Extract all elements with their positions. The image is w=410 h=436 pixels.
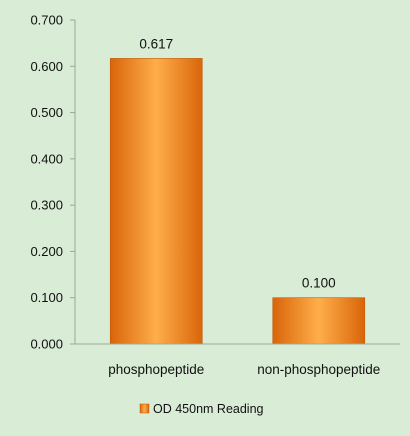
y-tick-label: 0.700 [30, 13, 63, 28]
y-tick-label: 0.000 [30, 337, 63, 352]
x-tick-label: phosphopeptide [108, 362, 204, 377]
y-tick-label: 0.600 [30, 59, 63, 74]
y-axis: 0.000 0.100 0.200 0.300 0.400 0.500 0.600 0.700 [30, 13, 76, 352]
data-label: 0.617 [139, 36, 173, 51]
legend-swatch [139, 403, 150, 414]
x-axis: phosphopeptide non-phosphopeptide [75, 343, 400, 377]
legend-label: OD 450nm Reading [153, 402, 264, 416]
bar-phosphopeptide [109, 58, 203, 345]
x-tick-label: non-phosphopeptide [257, 362, 380, 377]
y-tick-label: 0.500 [30, 105, 63, 120]
y-tick-label: 0.200 [30, 244, 63, 259]
bars: 0.617 0.100 [109, 36, 366, 345]
data-label: 0.100 [302, 276, 336, 291]
y-tick-label: 0.400 [30, 151, 63, 166]
y-tick-label: 0.300 [30, 198, 63, 213]
y-tick-label: 0.100 [30, 290, 63, 305]
bar-non-phosphopeptide [272, 297, 366, 345]
legend: OD 450nm Reading [139, 402, 264, 416]
